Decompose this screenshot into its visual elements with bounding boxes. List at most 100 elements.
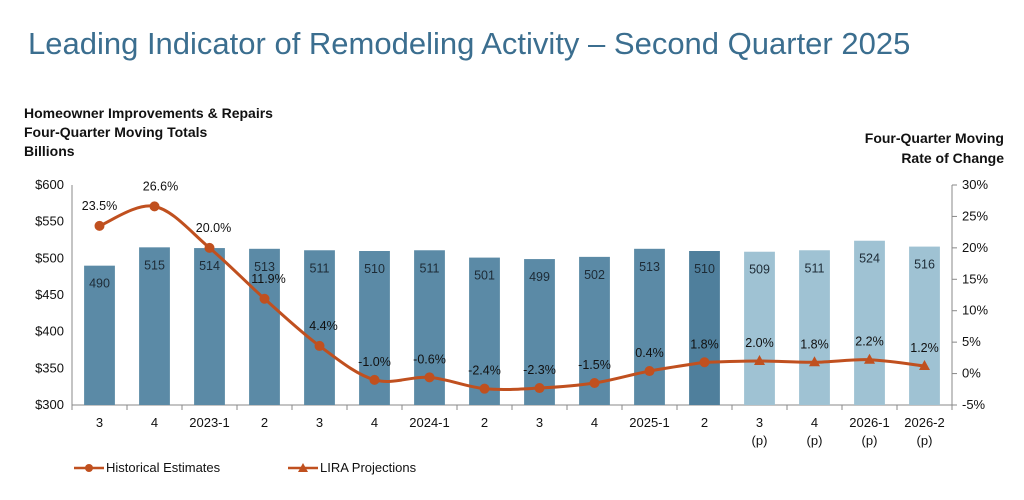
x-tick-label: 4 <box>591 415 598 430</box>
historical-point <box>424 372 435 383</box>
legend-projections-marker <box>288 462 318 472</box>
historical-point <box>259 293 270 304</box>
projection-value-label: 2.2% <box>855 335 884 349</box>
historical-value-label: 0.4% <box>635 346 664 360</box>
x-tick-label: 3 <box>756 415 763 430</box>
bar-value-label: 515 <box>144 258 165 272</box>
bar <box>854 240 885 405</box>
x-tick-label: 3 <box>96 415 103 430</box>
left-axis-title: Homeowner Improvements & Repairs Four-Qu… <box>24 104 273 161</box>
historical-point <box>534 383 545 394</box>
bar-value-label: 514 <box>199 259 220 273</box>
bar-value-label: 524 <box>859 252 880 266</box>
y-left-tick-label: $600 <box>35 177 64 192</box>
y-left-tick-label: $300 <box>35 397 64 412</box>
y-right-tick-label: 30% <box>962 177 988 192</box>
y-right-tick-label: 0% <box>962 366 981 381</box>
bar <box>249 248 280 405</box>
historical-value-label: 23.5% <box>82 199 117 213</box>
bar-value-label: 510 <box>694 262 715 276</box>
bar-value-label: 501 <box>474 269 495 283</box>
left-axis-title-line: Four-Quarter Moving Totals <box>24 124 208 140</box>
legend-projections: LIRA Projections <box>286 460 416 475</box>
legend-projections-label: LIRA Projections <box>320 460 417 475</box>
historical-value-label: -2.3% <box>523 363 556 377</box>
projection-value-label: 1.8% <box>800 337 829 351</box>
historical-value-label: 11.9% <box>251 272 286 286</box>
historical-value-label: -1.5% <box>578 358 611 372</box>
x-tick-label: 2 <box>261 415 268 430</box>
bar <box>689 251 720 405</box>
y-left-tick-label: $550 <box>35 214 64 229</box>
bar <box>524 259 555 405</box>
x-tick-label: 2 <box>481 415 488 430</box>
y-right-tick-label: 25% <box>962 208 988 223</box>
right-axis-title-line: Four-Quarter Moving <box>864 130 1004 146</box>
historical-point <box>479 383 490 394</box>
bar-value-label: 516 <box>914 258 935 272</box>
x-tick-label: (p) <box>807 433 823 448</box>
historical-value-label: 1.8% <box>690 337 719 351</box>
legend-historical: Historical Estimates <box>72 460 220 475</box>
historical-point <box>369 374 380 385</box>
bar <box>799 250 830 405</box>
y-right-tick-label: 5% <box>962 334 981 349</box>
bar-value-label: 511 <box>420 261 440 275</box>
projection-point <box>754 355 765 365</box>
series-line-historical <box>98 204 705 391</box>
historical-point <box>314 340 325 351</box>
historical-value-label: -2.4% <box>468 364 501 378</box>
x-tick-label: 4 <box>811 415 818 430</box>
bar <box>304 250 335 405</box>
bar-value-label: 499 <box>529 270 550 284</box>
projection-point <box>919 360 930 371</box>
bar <box>634 248 665 405</box>
historical-value-label: 4.4% <box>309 319 338 333</box>
right-axis-title: Four-Quarter Moving Rate of Change <box>865 128 1004 168</box>
y-right-tick-label: 15% <box>962 271 988 286</box>
x-tick-label: 4 <box>371 415 378 430</box>
bar <box>84 265 115 405</box>
projection-value-label: 1.2% <box>910 341 939 355</box>
historical-value-label: 26.6% <box>143 179 178 193</box>
x-tick-label: 2026-2 <box>904 415 944 430</box>
bar <box>469 257 500 405</box>
chart-title: Leading Indicator of Remodeling Activity… <box>28 26 911 61</box>
x-tick-label: 3 <box>536 415 543 430</box>
y-right-tick-label: -5% <box>962 397 986 412</box>
historical-point <box>204 242 215 253</box>
bar-value-label: 490 <box>89 277 110 291</box>
left-axis-title-line: Homeowner Improvements & Repairs <box>24 105 273 121</box>
x-tick-label: 2024-1 <box>409 415 449 430</box>
x-tick-label: 4 <box>151 415 158 430</box>
x-tick-label: (p) <box>752 433 768 448</box>
y-right-tick-label: 20% <box>962 240 988 255</box>
x-tick-label: 3 <box>316 415 323 430</box>
bar-value-label: 513 <box>639 260 660 274</box>
bar-value-label: 511 <box>310 261 330 275</box>
historical-point <box>149 201 160 212</box>
historical-value-label: -0.6% <box>413 352 446 366</box>
bar <box>194 248 225 405</box>
x-tick-label: 2025-1 <box>629 415 669 430</box>
y-left-tick-label: $400 <box>35 324 64 339</box>
historical-point <box>644 366 655 377</box>
bar-value-label: 502 <box>584 268 605 282</box>
legend-historical-label: Historical Estimates <box>106 460 221 475</box>
x-tick-label: (p) <box>917 433 933 448</box>
historical-point <box>589 378 600 388</box>
y-left-tick-label: $350 <box>35 360 64 375</box>
left-axis-title-line: Billions <box>24 143 75 159</box>
bar-value-label: 511 <box>805 261 825 275</box>
legend-historical-marker <box>74 463 104 472</box>
historical-value-label: 20.0% <box>196 221 231 235</box>
x-tick-label: 2023-1 <box>189 415 229 430</box>
historical-point <box>699 357 710 368</box>
projection-point <box>809 356 820 367</box>
bar-value-label: 509 <box>749 263 770 277</box>
y-left-tick-label: $450 <box>35 287 64 302</box>
right-axis-title-line: Rate of Change <box>901 150 1004 166</box>
historical-value-label: -1.0% <box>358 355 391 369</box>
bar <box>744 251 775 405</box>
